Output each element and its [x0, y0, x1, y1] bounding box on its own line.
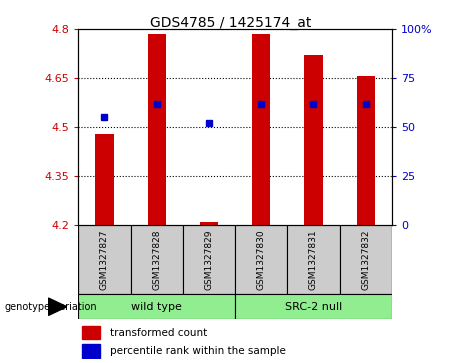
- Bar: [252, 34, 270, 225]
- Bar: [235, 225, 287, 294]
- Text: percentile rank within the sample: percentile rank within the sample: [110, 346, 286, 356]
- Text: genotype/variation: genotype/variation: [5, 302, 97, 312]
- Text: wild type: wild type: [131, 302, 182, 312]
- Bar: [304, 55, 323, 225]
- Bar: [78, 294, 235, 319]
- Bar: [287, 225, 340, 294]
- Bar: [148, 34, 166, 225]
- Text: GSM1327831: GSM1327831: [309, 229, 318, 290]
- Text: GSM1327827: GSM1327827: [100, 229, 109, 290]
- Text: GDS4785 / 1425174_at: GDS4785 / 1425174_at: [150, 16, 311, 30]
- Bar: [95, 134, 114, 225]
- Text: transformed count: transformed count: [110, 327, 207, 338]
- Bar: [200, 222, 218, 225]
- Bar: [235, 294, 392, 319]
- Text: GSM1327828: GSM1327828: [152, 229, 161, 290]
- Text: GSM1327830: GSM1327830: [257, 229, 266, 290]
- Bar: [357, 76, 375, 225]
- Polygon shape: [48, 298, 67, 315]
- Bar: [82, 344, 100, 358]
- Bar: [183, 225, 235, 294]
- Bar: [78, 225, 130, 294]
- Text: GSM1327829: GSM1327829: [205, 229, 213, 290]
- Bar: [130, 225, 183, 294]
- Text: SRC-2 null: SRC-2 null: [285, 302, 342, 312]
- Bar: [82, 326, 100, 339]
- Text: GSM1327832: GSM1327832: [361, 229, 370, 290]
- Bar: [340, 225, 392, 294]
